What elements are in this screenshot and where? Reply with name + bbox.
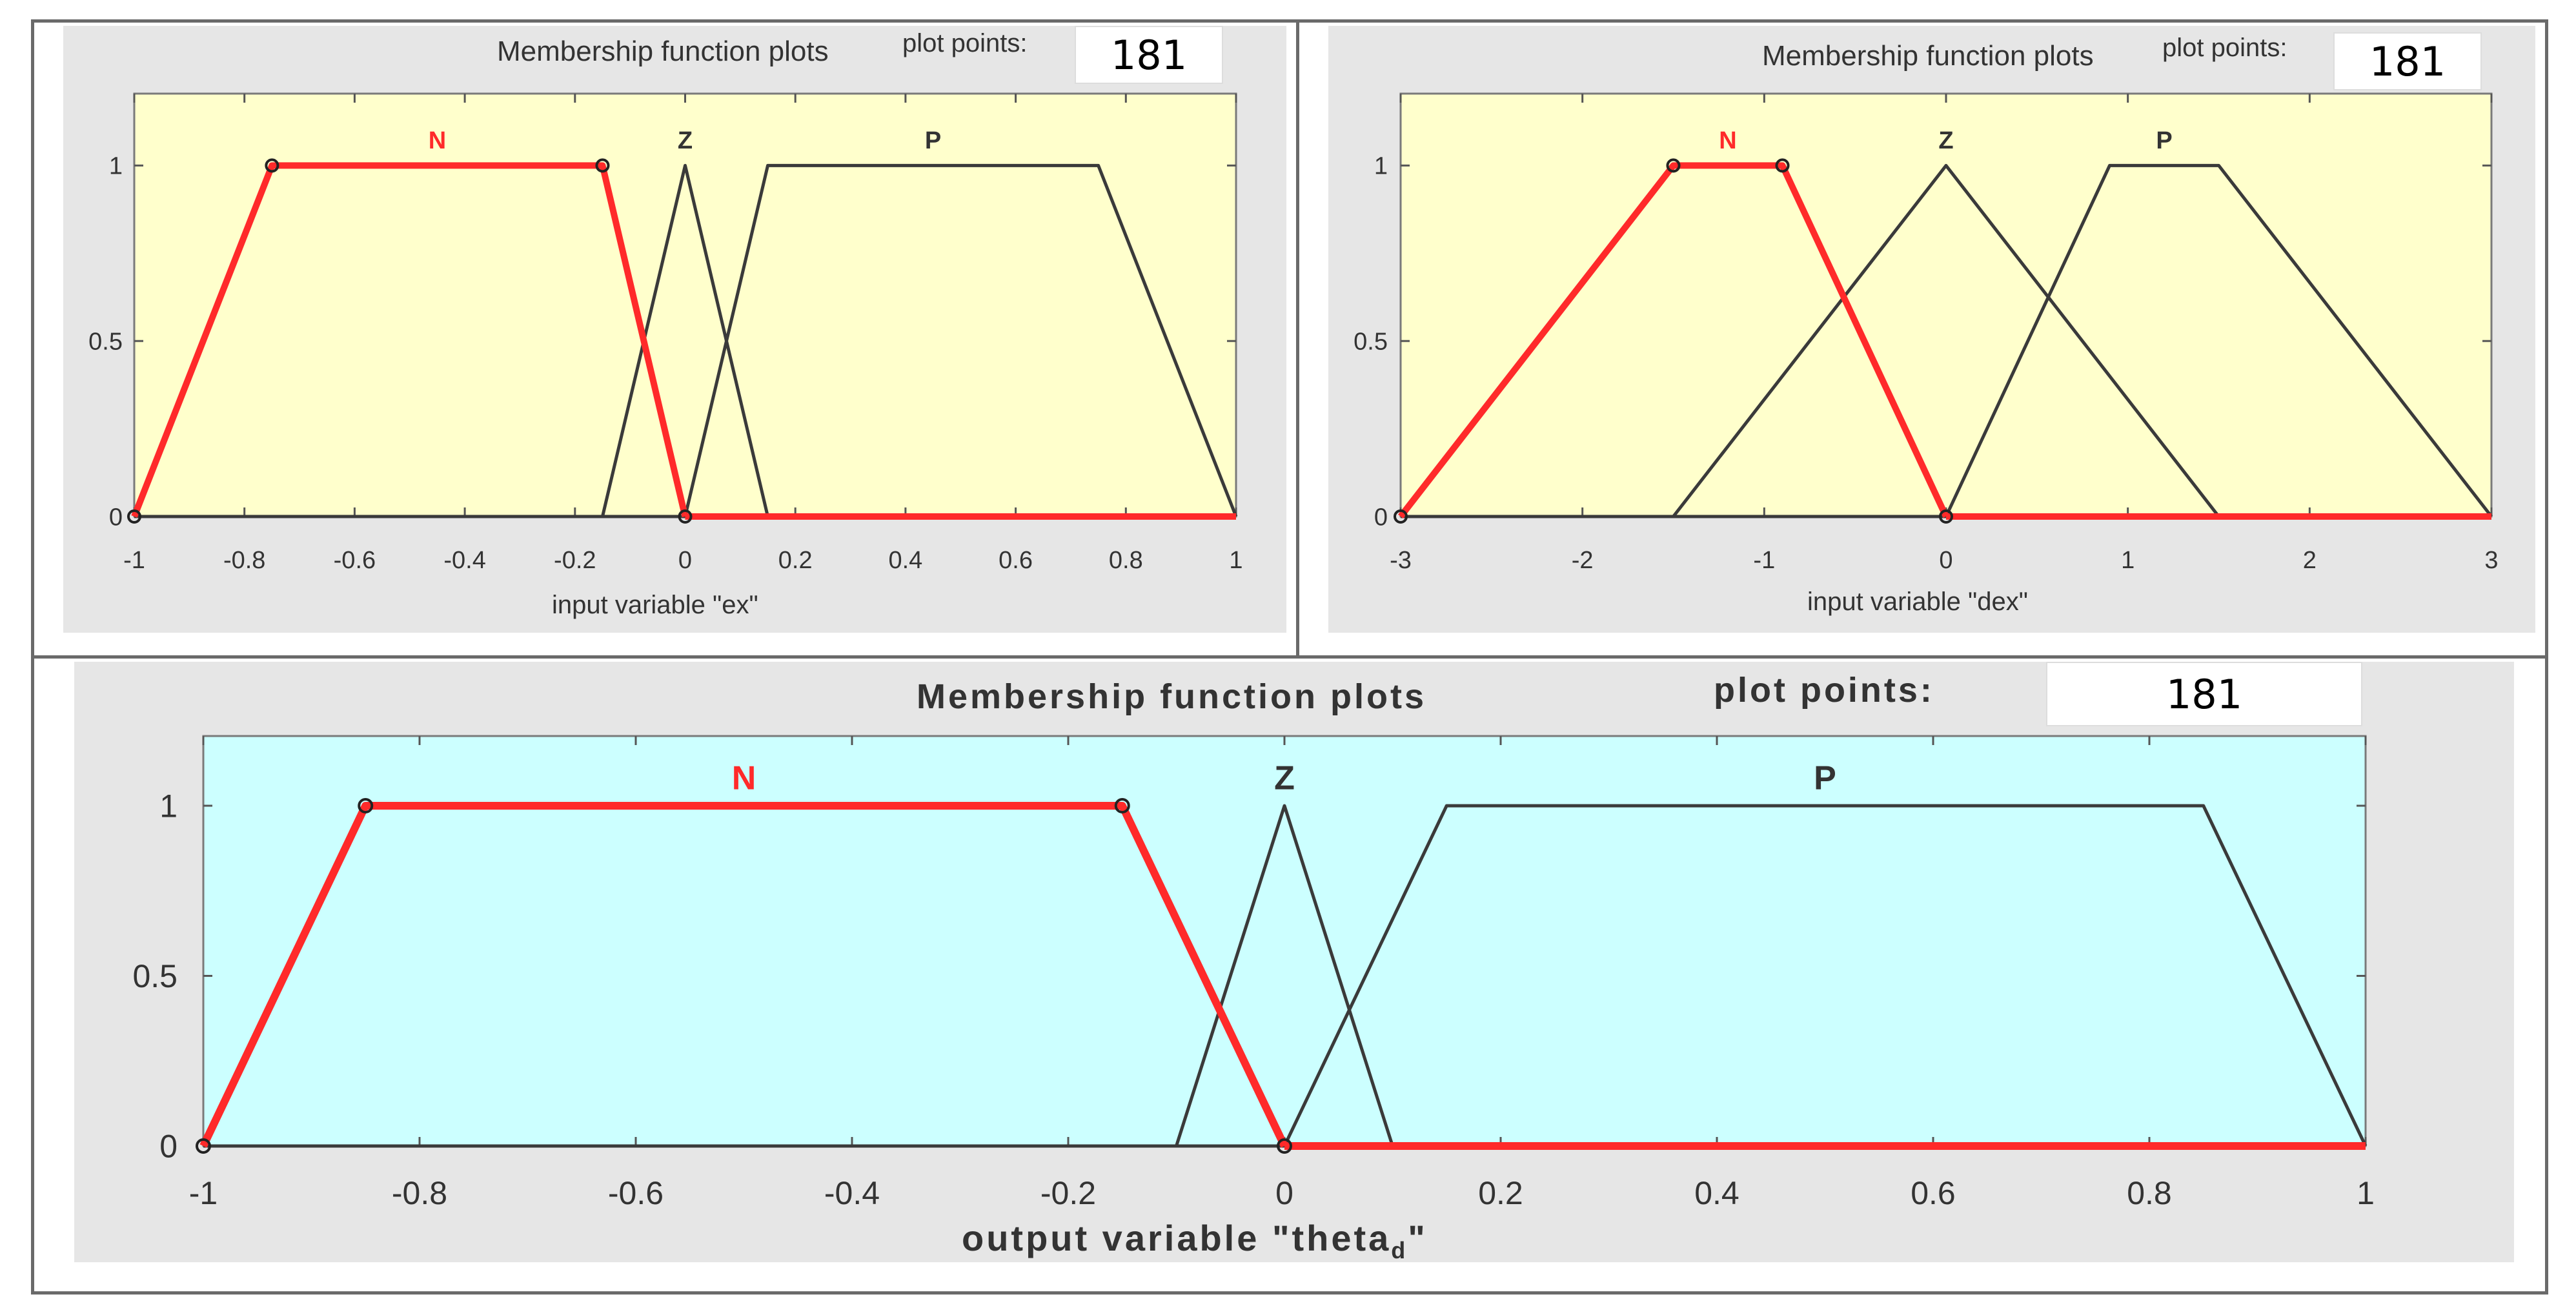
mf-vertex	[1666, 158, 1681, 173]
mf-vertex	[595, 158, 610, 173]
y-tick-label: 1	[159, 788, 177, 824]
mf-line-N	[131, 162, 689, 518]
x-tick-label: -0.2	[1040, 1175, 1096, 1211]
x-tick-label: 0.8	[2127, 1175, 2172, 1211]
x-tick-label: -1	[123, 547, 145, 574]
x-tick-label: 0	[678, 547, 692, 574]
x-tick-label: -0.4	[824, 1175, 880, 1211]
plot-points-label-ex: plot points:	[902, 29, 1028, 57]
mf-line-P	[1944, 163, 2493, 518]
x-tick-label: -0.8	[223, 547, 265, 574]
mf-line-P	[1283, 804, 2368, 1147]
plot-area	[202, 735, 2367, 1147]
mf-vertex	[1775, 158, 1790, 173]
mf-label-N: N	[429, 127, 446, 154]
x-tick-label: 0	[1275, 1175, 1293, 1211]
plot-title-dex: Membership function plots	[1762, 40, 2094, 72]
mf-vertex	[1394, 509, 1408, 524]
x-tick-label: 1	[2357, 1175, 2375, 1211]
mf-line-Z	[601, 163, 769, 517]
plot-points-input-theta[interactable]: 181	[2046, 662, 2362, 726]
x-tick-label: 1	[1229, 547, 1242, 574]
plot-points-label-dex: plot points:	[2162, 34, 2287, 62]
mf-vertex	[1939, 509, 1953, 524]
y-tick-label: 0.5	[132, 958, 177, 994]
x-tick-label: 0.6	[999, 547, 1033, 574]
mf-line-Z	[1175, 804, 1394, 1147]
mf-line-Z	[1672, 163, 2220, 518]
plot-title-theta: Membership function plots	[917, 677, 1427, 716]
x-tick-label: 0.2	[778, 547, 813, 574]
x-tick-label: 3	[2484, 547, 2498, 574]
x-tick-label: -0.6	[608, 1175, 664, 1211]
y-tick-label: 0.5	[88, 328, 123, 355]
y-tick-label: 0	[109, 504, 123, 531]
x-tick-label: -0.8	[392, 1175, 447, 1211]
x-tick-label: 0.6	[1911, 1175, 1956, 1211]
plot-points-input-dex[interactable]: 181	[2333, 32, 2482, 90]
x-tick-label: 0.8	[1109, 547, 1143, 574]
mf-line-N	[1398, 162, 1949, 519]
mf-vertex	[358, 797, 374, 814]
mf-vertex	[1277, 1138, 1292, 1154]
x-tick-label: -0.2	[554, 547, 596, 574]
x-tick-label: 0.4	[1694, 1175, 1739, 1211]
mf-label-Z: Z	[1938, 127, 1953, 154]
x-tick-label: 1	[2121, 547, 2135, 574]
x-tick-label: -0.6	[334, 547, 376, 574]
x-tick-label: 0.4	[888, 547, 922, 574]
y-tick-label: 0	[1374, 504, 1388, 531]
xlabel-theta-subscript: d	[1391, 1237, 1408, 1264]
mf-label-N: N	[1719, 127, 1736, 154]
mf-label-P: P	[1814, 760, 1836, 797]
mf-vertex	[1114, 797, 1130, 814]
plot-points-input-ex[interactable]: 181	[1075, 26, 1223, 84]
mf-vertex	[265, 158, 279, 173]
mf-line-N	[199, 801, 1288, 1148]
y-tick-label: 0	[159, 1129, 177, 1165]
x-tick-label: -0.4	[443, 547, 485, 574]
mf-label-Z: Z	[1274, 760, 1295, 797]
mf-label-P: P	[2156, 127, 2172, 154]
xlabel-ex: input variable "ex"	[552, 591, 758, 619]
mf-vertex	[678, 509, 693, 524]
y-tick-label: 1	[1374, 153, 1388, 180]
x-tick-label: 0	[1939, 547, 1952, 574]
x-tick-label: 0.2	[1478, 1175, 1523, 1211]
xlabel-theta-main: output variable "theta	[962, 1218, 1392, 1258]
mf-vertex	[127, 509, 141, 524]
mf-label-N: N	[732, 760, 756, 797]
y-tick-label: 0.5	[1354, 328, 1388, 355]
x-tick-label: -3	[1390, 547, 1412, 574]
x-tick-label: -2	[1572, 547, 1594, 574]
mf-label-Z: Z	[678, 127, 693, 154]
x-tick-label: 2	[2303, 547, 2317, 574]
mf-line-P	[684, 163, 1238, 517]
plot-title-ex: Membership function plots	[497, 36, 829, 67]
xlabel-theta: output variable "thetad"	[962, 1217, 1428, 1264]
mf-vertex	[196, 1138, 211, 1154]
mf-label-P: P	[925, 127, 941, 154]
xlabel-theta-suffix: "	[1408, 1218, 1428, 1258]
xlabel-dex: input variable "dex"	[1807, 588, 2028, 616]
y-tick-label: 1	[109, 153, 123, 180]
x-tick-label: -1	[189, 1175, 218, 1211]
plot-points-label-theta: plot points:	[1714, 671, 1934, 710]
x-tick-label: -1	[1753, 547, 1775, 574]
